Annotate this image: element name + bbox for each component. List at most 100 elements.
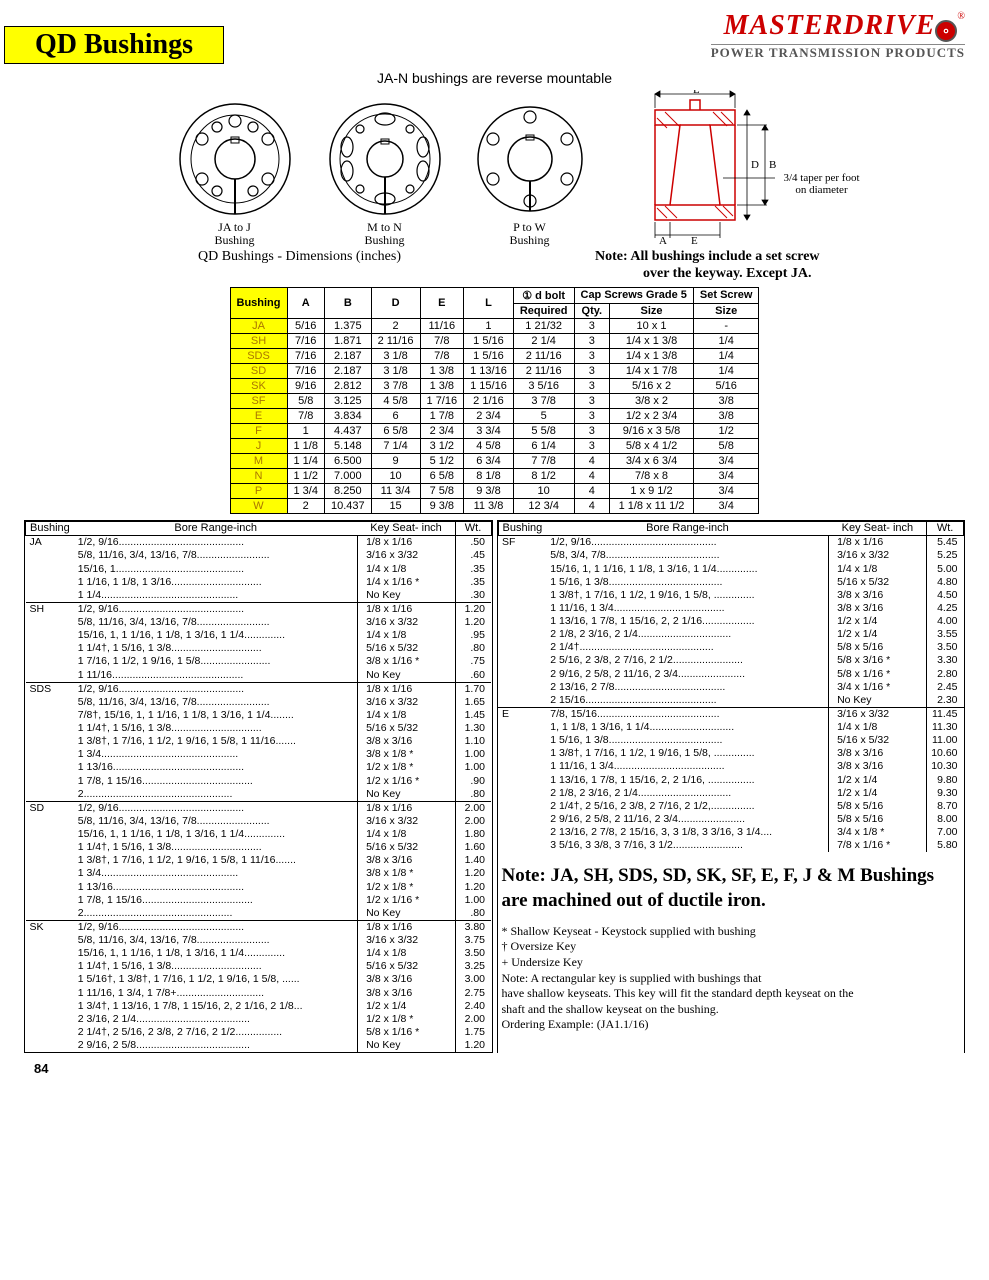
footnote-line: Ordering Example: (JA1.1/16) [502, 1017, 961, 1033]
weight: .60 [455, 669, 491, 683]
table-row: 15/16, 1, 1 1/16, 1 1/8, 1 3/16, 1 1/4..… [26, 629, 492, 642]
diagram-cross-section: L D B A E 3/4 taper per footon diameter [615, 90, 815, 247]
bushing-label: SH [26, 602, 74, 616]
table-row: 2 15/16.................................… [498, 694, 964, 708]
table-row: 2 1/8, 2 3/16, 2 1/4....................… [498, 628, 964, 641]
bushing-label: JA [26, 536, 74, 550]
key-seat: 5/16 x 5/32 [829, 576, 927, 589]
key-seat: 1/8 x 1/16 [358, 682, 455, 696]
table-row: 5/8, 11/16, 3/4, 13/16, 7/8.............… [26, 616, 492, 629]
brand-reg-mark: ® [957, 11, 965, 22]
bore-head-range-r: Bore Range-inch [546, 521, 828, 536]
table-row: 15/16, 1................................… [26, 563, 492, 576]
bushing-cross-icon: L D B A E [615, 90, 815, 245]
weight: 1.00 [455, 748, 491, 761]
bore-range: 2 1/8, 2 3/16, 2 1/4....................… [546, 787, 828, 800]
weight: 5.45 [927, 536, 964, 550]
footnote-line: + Undersize Key [502, 955, 961, 971]
weight: 2.00 [455, 801, 491, 815]
table-row: E7/8, 15/16.............................… [498, 707, 964, 721]
table-row: 1 11/16, 1 3/4, 1 7/8+..................… [26, 987, 492, 1000]
bore-range: 1 7/8, 1 15/16..........................… [74, 894, 358, 907]
footnotes: * Shallow Keyseat - Keystock supplied wi… [502, 924, 961, 1033]
bore-range: 7/8, 15/16..............................… [546, 707, 828, 721]
key-seat: No Key [358, 589, 455, 603]
bore-range: 2 3/16, 2 1/4...........................… [74, 1013, 358, 1026]
key-seat: 5/8 x 1/16 * [358, 1026, 455, 1039]
bore-range: 1 3/4†, 1 13/16, 1 7/8, 1 15/16, 2, 2 1/… [74, 1000, 358, 1013]
bore-range: 1/2, 9/16...............................… [74, 920, 358, 934]
col-b: B [324, 287, 371, 318]
weight: 1.00 [455, 894, 491, 907]
table-row: E7/83.83461 7/82 3/4531/2 x 2 3/43/8 [230, 408, 759, 423]
diagram-ja-label: JA to J Bushing [175, 221, 295, 247]
key-seat: 1/2 x 1/4 [829, 615, 927, 628]
table-row: 1 3/4†, 1 13/16, 1 7/8, 1 15/16, 2, 2 1/… [26, 1000, 492, 1013]
keyway-note: Note: All bushings include a set screw o… [595, 249, 965, 283]
weight: 3.30 [927, 654, 964, 667]
table-row: 1 13/16.................................… [26, 761, 492, 774]
bore-range: 5/8, 11/16, 3/4, 13/16, 7/8.............… [74, 934, 358, 947]
bore-range: 2.......................................… [74, 907, 358, 921]
bore-range: 2 1/4†..................................… [546, 641, 828, 654]
table-row: 15/16, 1, 1 1/16, 1 1/8, 1 3/16, 1 1/4..… [498, 563, 964, 576]
col-qty: Qty. [574, 303, 610, 318]
key-seat: 1/2 x 1/16 * [358, 894, 455, 907]
key-seat: 3/8 x 3/16 [358, 854, 455, 867]
bore-range: 1 3/4...................................… [74, 748, 358, 761]
key-seat: 1/2 x 1/16 * [358, 775, 455, 788]
bore-head-keyseat-r: Key Seat- inch [829, 521, 927, 536]
bore-range: 5/8, 11/16, 3/4, 13/16, 7/8.............… [74, 815, 358, 828]
diagram-m-to-n: M to N Bushing [325, 99, 445, 247]
key-seat: 5/16 x 5/32 [358, 960, 455, 973]
table-row: SK1/2, 9/16.............................… [26, 920, 492, 934]
weight: 3.80 [455, 920, 491, 934]
bushing-ja-icon [175, 99, 295, 219]
table-row: 1 1/16, 1 1/8, 1 3/16...................… [26, 576, 492, 589]
table-row: 3 5/16, 3 3/8, 3 7/16, 3 1/2............… [498, 839, 964, 852]
bore-range: 1 7/8, 1 15/16..........................… [74, 775, 358, 788]
key-seat: 5/8 x 5/16 [829, 813, 927, 826]
table-row: SD1/2, 9/16.............................… [26, 801, 492, 815]
bore-range: 1 3/8†, 1 7/16, 1 1/2, 1 9/16, 1 5/8, 1 … [74, 854, 358, 867]
weight: 1.20 [455, 602, 491, 616]
col-d: D [371, 287, 420, 318]
table-row: 1 5/16, 1 3/8...........................… [498, 734, 964, 747]
bushing-label: SK [26, 920, 74, 934]
key-seat: 3/8 x 1/16 * [358, 655, 455, 668]
bore-range: 2 15/16.................................… [546, 694, 828, 708]
key-seat: 3/16 x 3/32 [358, 616, 455, 629]
bore-range: 2 5/16, 2 3/8, 2 7/16, 2 1/2............… [546, 654, 828, 667]
bore-range: 2 1/4†, 2 5/16, 2 3/8, 2 7/16, 2 1/2....… [74, 1026, 358, 1039]
bore-range: 1 13/16, 1 7/8, 1 15/16, 2, 2 1/16......… [546, 615, 828, 628]
table-row: 1 7/8, 1 15/16..........................… [26, 894, 492, 907]
weight: 10.60 [927, 747, 964, 760]
key-seat: 3/8 x 3/16 [829, 747, 927, 760]
table-row: SDS1/2, 9/16............................… [26, 682, 492, 696]
weight: 11.00 [927, 734, 964, 747]
diagram-p-to-w: P to W Bushing [475, 99, 585, 247]
bore-range: 1 11/16, 1 3/4..........................… [546, 602, 828, 615]
col-bolt-top: ① d bolt [513, 287, 574, 303]
bore-range: 2 1/4†, 2 5/16, 2 3/8, 2 7/16, 2 1/2,...… [546, 800, 828, 813]
key-seat: 5/16 x 5/32 [358, 841, 455, 854]
table-row: 5/8, 11/16, 3/4, 13/16, 7/8.............… [26, 934, 492, 947]
weight: 2.40 [455, 1000, 491, 1013]
table-row: 1 1/4†, 1 5/16, 1 3/8...................… [26, 722, 492, 735]
col-required: Required [513, 303, 574, 318]
dim-L: L [693, 90, 700, 96]
key-seat: 1/4 x 1/8 [829, 563, 927, 576]
bore-range: 15/16, 1, 1 1/16, 1 1/8, 1 3/16, 1 1/4..… [546, 563, 828, 576]
brand-tagline: POWER TRANSMISSION PRODUCTS [711, 44, 965, 59]
table-row: P1 3/48.25011 3/47 5/89 3/81041 x 9 1/23… [230, 483, 759, 498]
key-seat: No Key [358, 788, 455, 802]
weight: 1.10 [455, 735, 491, 748]
table-row: 1 11/16, 1 3/4..........................… [498, 602, 964, 615]
table-row: F14.4376 5/82 3/43 3/45 5/839/16 x 3 5/8… [230, 423, 759, 438]
bore-range: 15/16, 1, 1 1/16, 1 1/8, 1 3/16, 1 1/4..… [74, 828, 358, 841]
weight: .50 [455, 536, 491, 550]
table-row: W210.437159 3/811 3/812 3/441 1/8 x 11 1… [230, 498, 759, 513]
bore-range: 2 13/16, 2 7/8, 2 15/16, 3, 3 1/8, 3 3/1… [546, 826, 828, 839]
key-seat: 1/8 x 1/16 [829, 536, 927, 550]
weight: 9.30 [927, 787, 964, 800]
